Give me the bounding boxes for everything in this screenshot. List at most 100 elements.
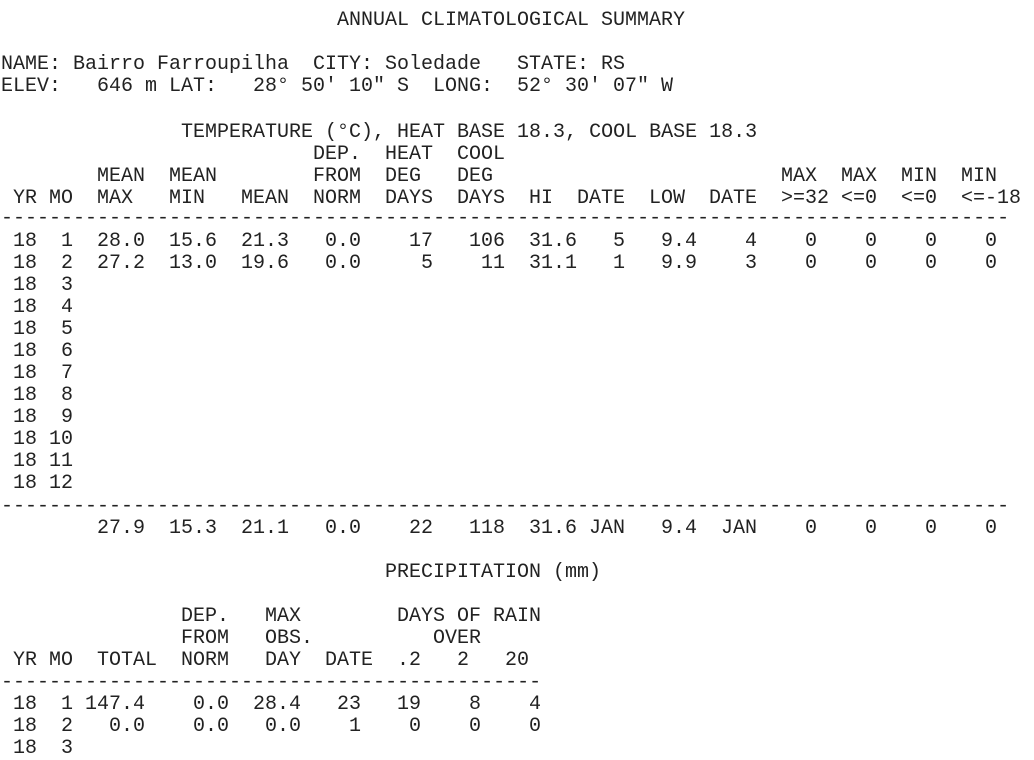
- total-cell: JAN: [721, 517, 758, 540]
- table-cell: 0: [925, 230, 938, 253]
- column-header: MIN: [901, 165, 938, 188]
- column-header: DAYS: [457, 187, 506, 210]
- table-cell: 18: [13, 450, 38, 473]
- column-header: LOW: [649, 187, 686, 210]
- table-cell: 15.6: [169, 230, 218, 253]
- table-cell: 11: [481, 252, 506, 275]
- table-cell: 19: [397, 693, 422, 716]
- table-cell: 9.9: [661, 252, 698, 275]
- column-header: DATE: [325, 649, 374, 672]
- column-header: 20: [505, 649, 530, 672]
- column-header: HI: [529, 187, 554, 210]
- table-cell: 1: [61, 693, 74, 716]
- table-cell: 0: [865, 230, 878, 253]
- table-cell: 3: [61, 737, 74, 760]
- column-header: MEAN: [241, 187, 290, 210]
- section-title: TEMPERATURE (°C), HEAT BASE 18.3, COOL B…: [181, 121, 758, 144]
- column-header: >=32: [781, 187, 830, 210]
- column-header: DEG: [385, 165, 422, 188]
- table-cell: 0: [985, 252, 998, 275]
- column-header: MAX: [781, 165, 818, 188]
- table-cell: 5: [613, 230, 626, 253]
- station-field: 52° 30' 07" W: [517, 75, 674, 98]
- table-cell: 17: [409, 230, 434, 253]
- column-header: NORM: [313, 187, 362, 210]
- column-header: <=-18: [961, 187, 1022, 210]
- table-cell: 18: [13, 693, 38, 716]
- table-cell: 0.0: [193, 715, 230, 738]
- table-cell: 12: [49, 472, 74, 495]
- column-header: HEAT: [385, 143, 434, 166]
- separator: ----------------------------------------…: [1, 495, 1010, 518]
- table-cell: 11: [49, 450, 74, 473]
- column-header: FROM: [181, 627, 230, 650]
- separator: ----------------------------------------…: [1, 207, 1010, 230]
- table-cell: 2: [61, 252, 74, 275]
- table-cell: 28.4: [253, 693, 302, 716]
- column-header: DEP.: [313, 143, 362, 166]
- separator: ----------------------------------------…: [1, 671, 542, 694]
- table-cell: 18: [13, 318, 38, 341]
- table-cell: 9.4: [661, 230, 698, 253]
- station-field: ELEV:: [1, 75, 62, 98]
- column-header: MAX: [97, 187, 134, 210]
- total-cell: 0: [805, 517, 818, 540]
- table-cell: 1: [61, 230, 74, 253]
- column-header: TOTAL: [97, 649, 158, 672]
- column-header: MO: [49, 187, 74, 210]
- table-cell: 18: [13, 737, 38, 760]
- column-header: OVER: [433, 627, 482, 650]
- column-header: YR: [13, 649, 38, 672]
- column-header: <=0: [841, 187, 878, 210]
- column-header: DAYS OF RAIN: [397, 605, 542, 628]
- table-cell: 18: [13, 406, 38, 429]
- total-cell: 118: [469, 517, 506, 540]
- total-cell: 0: [985, 517, 998, 540]
- table-cell: 18: [13, 384, 38, 407]
- table-cell: 27.2: [97, 252, 146, 275]
- total-cell: JAN: [589, 517, 626, 540]
- column-header: 2: [457, 649, 470, 672]
- table-cell: 5: [421, 252, 434, 275]
- table-cell: 7: [61, 362, 74, 385]
- total-cell: 15.3: [169, 517, 218, 540]
- column-header: FROM: [313, 165, 362, 188]
- table-cell: 0.0: [325, 252, 362, 275]
- table-cell: 10: [49, 428, 74, 451]
- table-cell: 13.0: [169, 252, 218, 275]
- table-cell: 0: [409, 715, 422, 738]
- column-header: COOL: [457, 143, 506, 166]
- total-cell: 31.6: [529, 517, 578, 540]
- station-field: Bairro Farroupilha: [73, 53, 290, 76]
- table-cell: 0.0: [265, 715, 302, 738]
- station-field: 646 m: [97, 75, 158, 98]
- table-cell: 8: [469, 693, 482, 716]
- total-cell: 0.0: [325, 517, 362, 540]
- table-cell: 18: [13, 230, 38, 253]
- table-cell: 9: [61, 406, 74, 429]
- table-cell: 0.0: [193, 693, 230, 716]
- table-cell: 18: [13, 274, 38, 297]
- total-cell: 21.1: [241, 517, 290, 540]
- column-header: DATE: [577, 187, 626, 210]
- table-cell: 6: [61, 340, 74, 363]
- column-header: NORM: [181, 649, 230, 672]
- table-cell: 147.4: [85, 693, 146, 716]
- column-header: OBS.: [265, 627, 314, 650]
- table-cell: 0: [529, 715, 542, 738]
- column-header: DAY: [265, 649, 302, 672]
- table-cell: 0: [865, 252, 878, 275]
- table-cell: 28.0: [97, 230, 146, 253]
- table-cell: 0.0: [325, 230, 362, 253]
- table-cell: 1: [613, 252, 626, 275]
- station-field: STATE:: [517, 53, 590, 76]
- column-header: MO: [49, 649, 74, 672]
- table-cell: 4: [745, 230, 758, 253]
- table-cell: 8: [61, 384, 74, 407]
- table-cell: 21.3: [241, 230, 290, 253]
- total-cell: 27.9: [97, 517, 146, 540]
- table-cell: 18: [13, 428, 38, 451]
- total-cell: 0: [925, 517, 938, 540]
- total-cell: 9.4: [661, 517, 698, 540]
